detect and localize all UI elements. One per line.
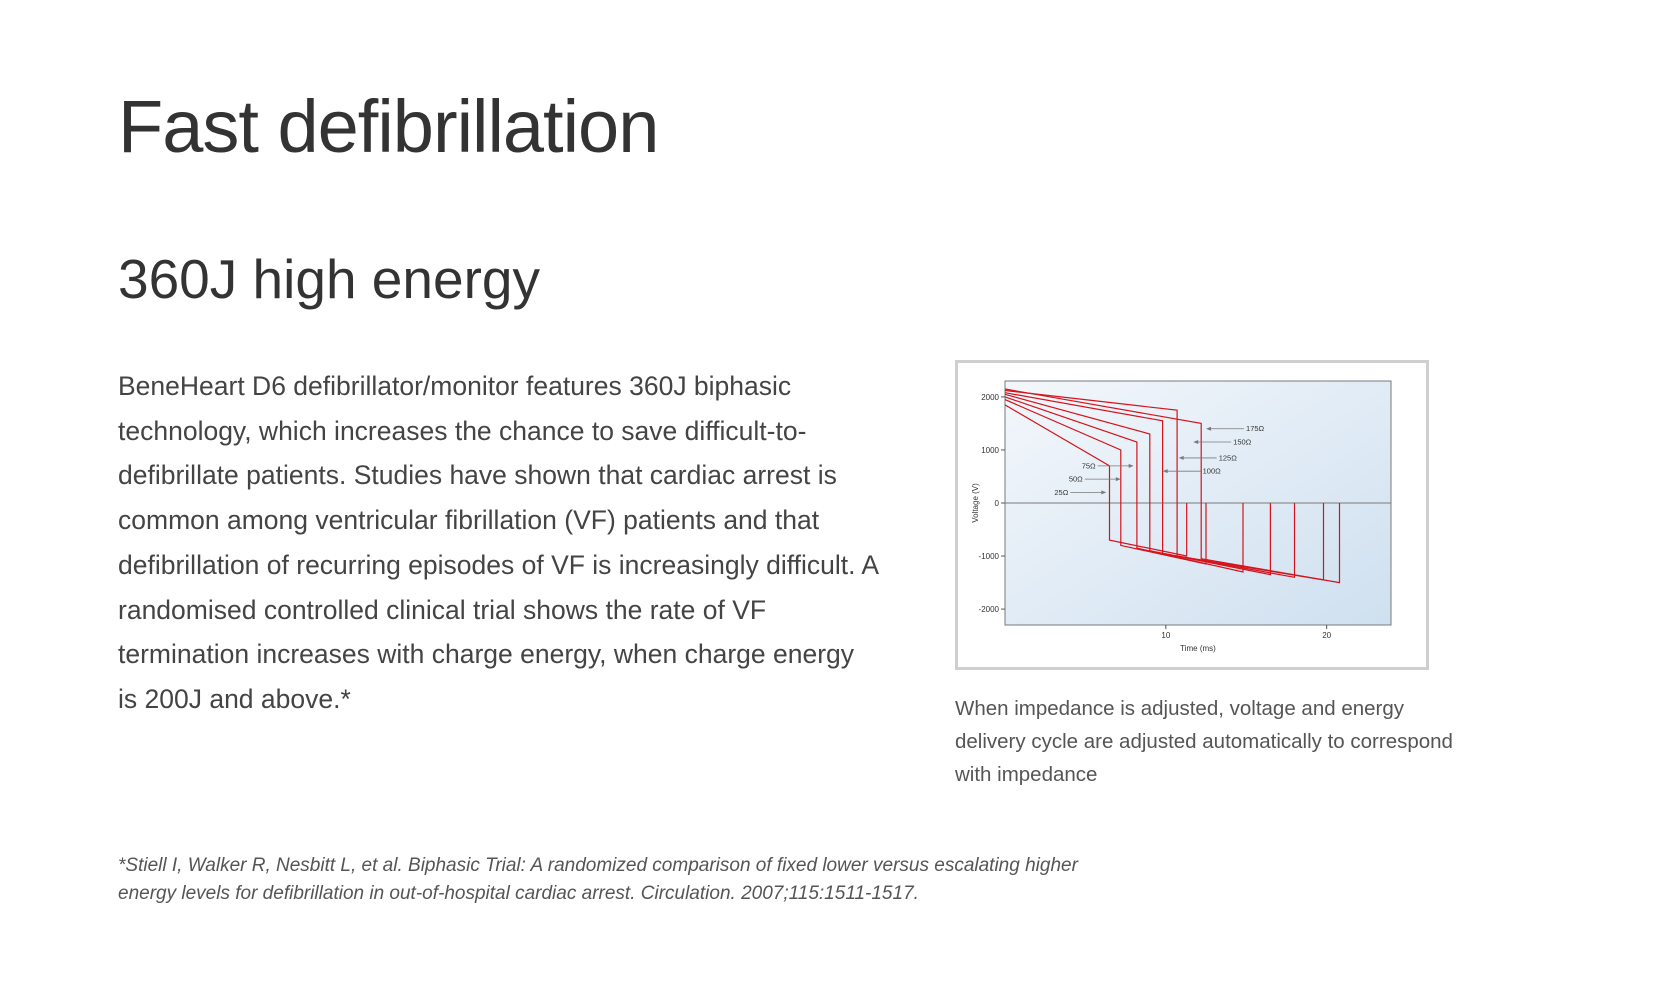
x-tick-label: 10 xyxy=(1161,631,1170,640)
chart-caption: When impedance is adjusted, voltage and … xyxy=(955,697,1453,786)
x-axis-label: Time (ms) xyxy=(1180,644,1216,653)
body-paragraph: BeneHeart D6 defibrillator/monitor featu… xyxy=(118,371,878,714)
y-tick-label: -1000 xyxy=(979,552,1000,561)
impedance-annotation: 150Ω xyxy=(1193,438,1252,447)
impedance-label: 175Ω xyxy=(1246,424,1265,433)
impedance-label: 50Ω xyxy=(1069,475,1083,484)
impedance-annotation: 175Ω xyxy=(1206,424,1265,433)
footnote: *Stiell I, Walker R, Nesbitt L, et al. B… xyxy=(118,855,1078,904)
impedance-annotation: 100Ω xyxy=(1162,467,1222,476)
waveform-line xyxy=(1004,404,1188,557)
y-axis-label: Voltage (V) xyxy=(971,483,980,523)
y-axis-ticks: 2000 1000 0 -1000 -2000 xyxy=(979,393,1005,614)
waveform-line xyxy=(1004,393,1271,576)
y-tick-label: 2000 xyxy=(981,393,999,402)
x-axis-ticks: 10 20 xyxy=(1161,625,1332,640)
impedance-label: 150Ω xyxy=(1233,438,1252,447)
impedance-label: 100Ω xyxy=(1203,467,1222,476)
y-tick-label: 0 xyxy=(995,499,1000,508)
waveform-chart: 2000 1000 0 -1000 -2000 10 20 175Ω 150Ω 125Ω 100… xyxy=(971,380,1392,653)
impedance-annotation: 50Ω xyxy=(1069,475,1121,484)
impedance-label: 25Ω xyxy=(1054,488,1068,497)
waveform-line xyxy=(1004,388,1341,584)
impedance-annotation: 25Ω xyxy=(1054,488,1107,497)
waveform-series xyxy=(1004,388,1341,584)
waveform-line xyxy=(1004,392,1296,579)
waveform-line xyxy=(1004,389,1325,581)
section-title: 360J high energy xyxy=(118,248,540,310)
page-title: Fast defibrillation xyxy=(118,85,659,168)
impedance-label: 125Ω xyxy=(1219,453,1238,462)
y-tick-label: -2000 xyxy=(979,605,1000,614)
waveform-line xyxy=(1004,396,1244,573)
y-tick-label: 1000 xyxy=(981,446,999,455)
impedance-label: 75Ω xyxy=(1082,461,1096,470)
waveform-chart-frame: 2000 1000 0 -1000 -2000 10 20 175Ω 150Ω 125Ω 100… xyxy=(955,360,1429,670)
impedance-annotation: 125Ω xyxy=(1178,453,1238,462)
impedance-annotation: 75Ω xyxy=(1082,461,1134,470)
waveform-line xyxy=(1004,399,1207,565)
x-tick-label: 20 xyxy=(1322,631,1331,640)
